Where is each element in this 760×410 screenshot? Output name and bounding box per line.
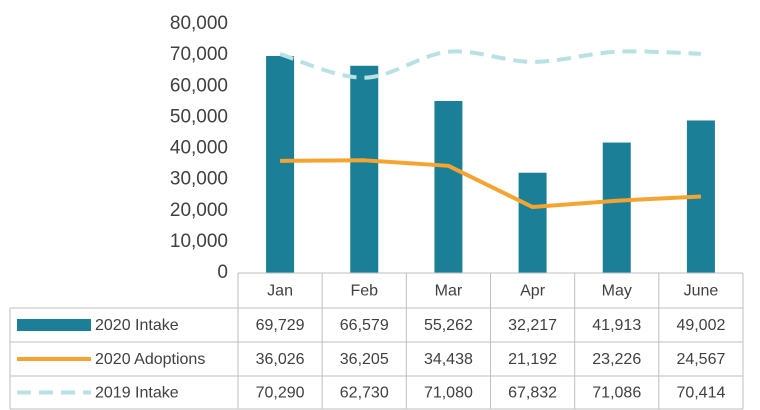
table-value: 36,026	[256, 351, 305, 368]
table-value: 71,086	[592, 385, 641, 402]
table-value: 66,579	[340, 317, 389, 334]
table-value: 69,729	[256, 317, 305, 334]
bar	[266, 55, 295, 273]
table-value: 62,730	[340, 385, 389, 402]
y-tick-label: 20,000	[170, 200, 228, 221]
table-value: 34,438	[424, 351, 473, 368]
legend-label: 2020 Intake	[95, 317, 179, 334]
table-value: 41,913	[592, 317, 641, 334]
x-tick-label: Apr	[520, 283, 546, 300]
table-value: 23,226	[592, 351, 641, 368]
table-value: 49,002	[676, 317, 725, 334]
table-value: 67,832	[508, 385, 557, 402]
bar	[518, 172, 547, 273]
y-tick-label: 0	[217, 262, 228, 283]
table-value: 21,192	[508, 351, 557, 368]
legend-label: 2019 Intake	[95, 385, 179, 402]
x-tick-label: Feb	[350, 283, 378, 300]
bar	[602, 142, 631, 273]
y-tick-label: 60,000	[170, 75, 228, 96]
y-tick-label: 70,000	[170, 44, 228, 65]
legend-swatch	[17, 319, 91, 331]
table-value: 32,217	[508, 317, 557, 334]
y-tick-label: 40,000	[170, 138, 228, 159]
y-tick-label: 10,000	[170, 231, 228, 252]
table-value: 71,080	[424, 385, 473, 402]
table-value: 36,205	[340, 351, 389, 368]
table-value: 70,414	[676, 385, 725, 402]
bar	[434, 100, 463, 273]
legend-label: 2020 Adoptions	[95, 351, 205, 368]
line	[279, 49, 701, 80]
x-tick-label: Jan	[267, 283, 293, 300]
table-value: 55,262	[424, 317, 473, 334]
x-tick-label: Mar	[435, 283, 463, 300]
x-tick-label: June	[684, 283, 719, 300]
y-tick-label: 80,000	[170, 13, 228, 34]
y-tick-label: 50,000	[170, 106, 228, 127]
y-tick-label: 30,000	[170, 169, 228, 190]
table-value: 24,567	[676, 351, 725, 368]
line	[280, 158, 702, 210]
table-value: 70,290	[256, 385, 305, 402]
bar	[350, 65, 379, 274]
x-tick-label: May	[602, 283, 632, 300]
